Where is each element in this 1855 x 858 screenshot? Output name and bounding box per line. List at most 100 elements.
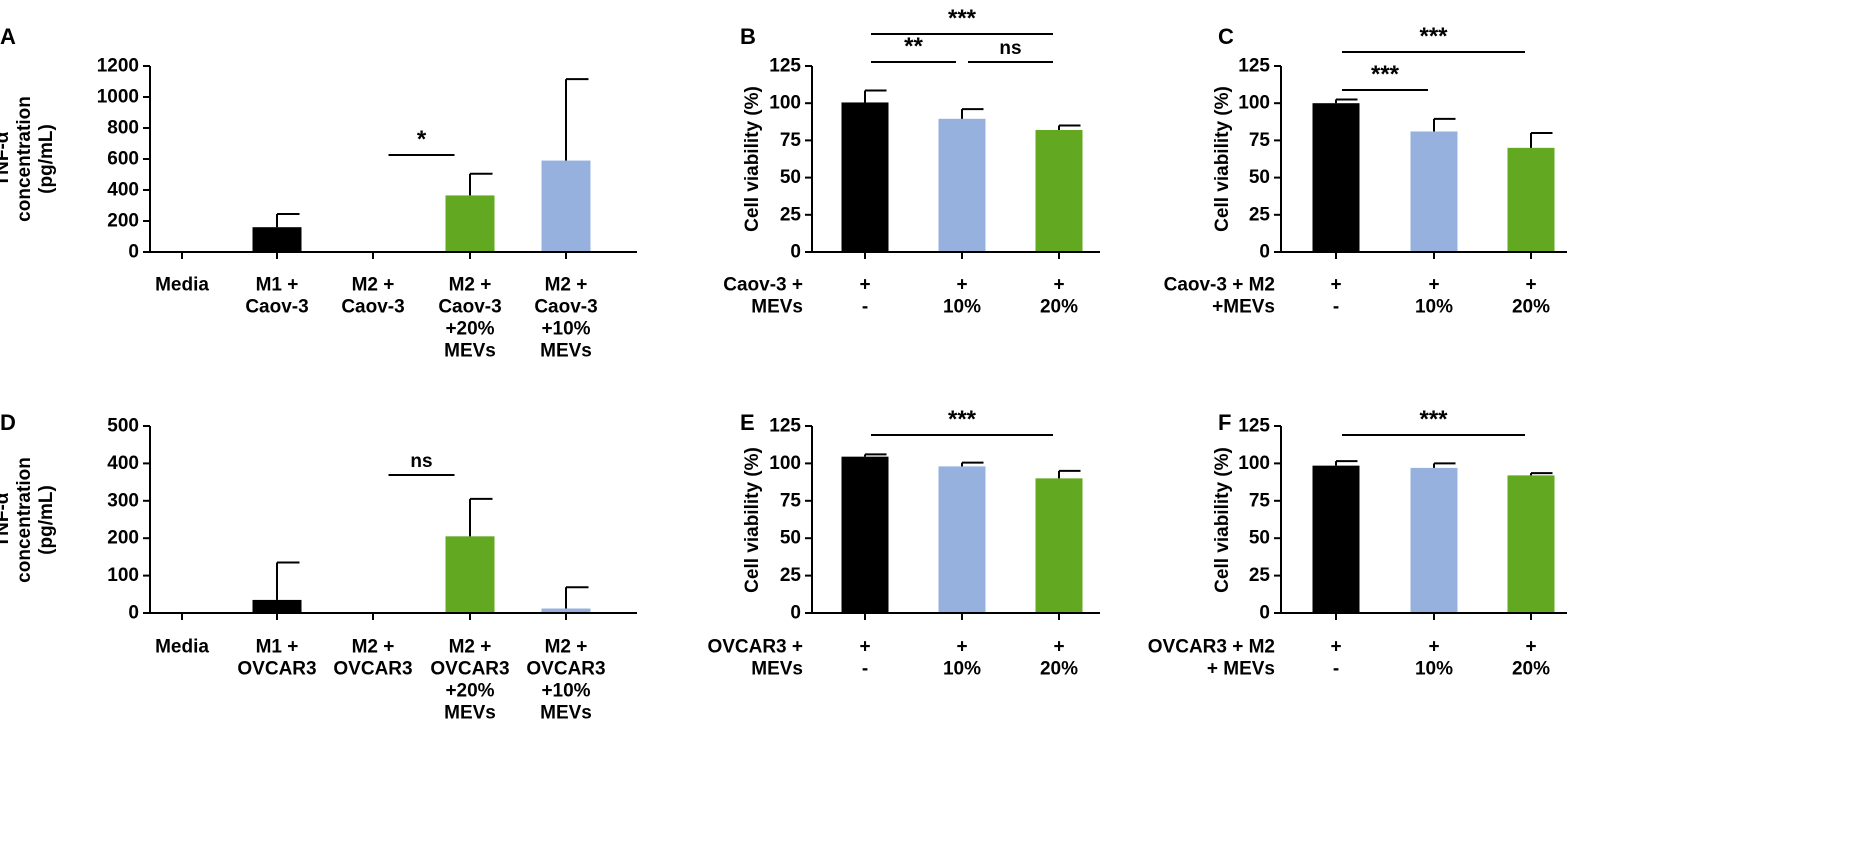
x-tick-label: +20% (445, 681, 494, 702)
panel-letter: A (0, 24, 16, 49)
y-tick-label: 25 (1249, 565, 1271, 586)
bar (252, 227, 302, 252)
x-tick-label: 20% (1040, 659, 1078, 680)
x-tick-label: OVCAR3 (237, 659, 316, 680)
x-tick-label: + (1330, 637, 1341, 658)
panel-d: D TNF-αconcentration(pg/mL) 0 100 200 300 400 5… (0, 410, 637, 724)
y-tick-label: 500 (107, 416, 139, 437)
x-tick-label: + (1428, 637, 1439, 658)
y-tick-label: 100 (769, 93, 801, 114)
y-axis-label-line: TNF-α (0, 492, 13, 547)
row-label: OVCAR3 + M2 (1148, 637, 1275, 658)
y-axis-label-line: concentration (14, 457, 35, 583)
y-tick-label: 50 (780, 167, 801, 188)
y-tick-label: 100 (1238, 93, 1270, 114)
y-tick-label: 400 (107, 453, 139, 474)
x-tick-label: MEVs (540, 703, 592, 724)
x-tick-label: +10% (541, 319, 590, 340)
y-tick-label: 1000 (97, 87, 139, 108)
x-tick-label: + (1525, 275, 1536, 296)
y-tick-label: 200 (107, 211, 139, 232)
y-tick-label: 0 (128, 242, 139, 263)
x-tick-label: 10% (943, 659, 981, 680)
y-axis-label: Cell viability (%) (742, 86, 763, 232)
x-tick-label: + (859, 275, 870, 296)
x-tick-label: M2 + (352, 637, 395, 658)
row-label: MEVs (751, 297, 803, 318)
bar (1312, 103, 1360, 252)
x-tick-label: MEVs (444, 703, 496, 724)
x-tick-label: OVCAR3 (526, 659, 605, 680)
x-tick-label: - (862, 659, 868, 680)
significance-label: ns (410, 451, 432, 472)
row-label: Caov-3 + M2 (1164, 275, 1275, 296)
bar (841, 456, 889, 613)
y-tick-label: 75 (1249, 130, 1271, 151)
x-tick-label: + (1330, 275, 1341, 296)
bar (445, 195, 495, 252)
bar (1410, 131, 1458, 252)
y-axis-label: Cell viability (%) (742, 447, 763, 593)
x-tick-label: Caov-3 (341, 297, 404, 318)
bar (938, 118, 986, 252)
y-tick-label: 200 (107, 528, 139, 549)
y-tick-label: 100 (769, 453, 801, 474)
y-tick-label: 0 (1259, 603, 1270, 624)
x-tick-label: + (1428, 275, 1439, 296)
significance-label: *** (948, 406, 977, 433)
row-label: OVCAR3 + (707, 637, 803, 658)
y-axis-label-line: Cell viability (%) (742, 447, 763, 593)
x-tick-label: M1 + (256, 275, 299, 296)
x-tick-label: 10% (1415, 659, 1453, 680)
y-axis-label-line: concentration (14, 96, 35, 222)
y-tick-label: 25 (780, 204, 802, 225)
bar (938, 466, 986, 613)
y-axis-label: TNF-αconcentration(pg/mL) (0, 457, 57, 583)
y-tick-label: 75 (1249, 490, 1271, 511)
y-tick-label: 125 (769, 56, 801, 77)
y-tick-label: 75 (780, 490, 802, 511)
y-tick-label: 50 (780, 528, 801, 549)
y-axis-label-line: (pg/mL) (36, 124, 57, 194)
y-tick-label: 25 (780, 565, 802, 586)
x-tick-label: OVCAR3 (333, 659, 412, 680)
x-tick-label: M2 + (449, 275, 492, 296)
x-tick-label: M2 + (545, 275, 588, 296)
x-tick-label: 20% (1512, 659, 1550, 680)
x-tick-label: + (1053, 275, 1064, 296)
x-tick-label: Caov-3 (245, 297, 308, 318)
x-tick-label: M2 + (352, 275, 395, 296)
x-tick-label: - (1333, 659, 1339, 680)
x-tick-label: + (956, 637, 967, 658)
y-tick-label: 25 (1249, 204, 1271, 225)
panel-letter: F (1218, 410, 1231, 435)
significance-label: *** (1419, 23, 1448, 50)
x-tick-label: Media (155, 637, 209, 658)
y-axis-label-line: TNF-α (0, 131, 13, 186)
significance-label: *** (948, 5, 977, 32)
y-tick-label: 600 (107, 149, 139, 170)
y-tick-label: 100 (1238, 453, 1270, 474)
x-tick-label: MEVs (444, 341, 496, 362)
bar (841, 102, 889, 253)
y-tick-label: 0 (790, 603, 801, 624)
y-tick-label: 125 (1238, 416, 1270, 437)
y-tick-label: 400 (107, 180, 139, 201)
panel-letter: C (1218, 24, 1234, 49)
x-tick-label: - (1333, 297, 1339, 318)
y-axis-label: Cell viability (%) (1212, 86, 1233, 232)
x-tick-label: + (956, 275, 967, 296)
x-tick-label: +20% (445, 319, 494, 340)
bar (541, 160, 591, 252)
x-tick-label: 10% (943, 297, 981, 318)
y-tick-label: 125 (769, 416, 801, 437)
x-tick-label: M2 + (545, 637, 588, 658)
x-tick-label: + (1053, 637, 1064, 658)
y-tick-label: 0 (1259, 242, 1270, 263)
x-tick-label: Caov-3 (534, 297, 597, 318)
